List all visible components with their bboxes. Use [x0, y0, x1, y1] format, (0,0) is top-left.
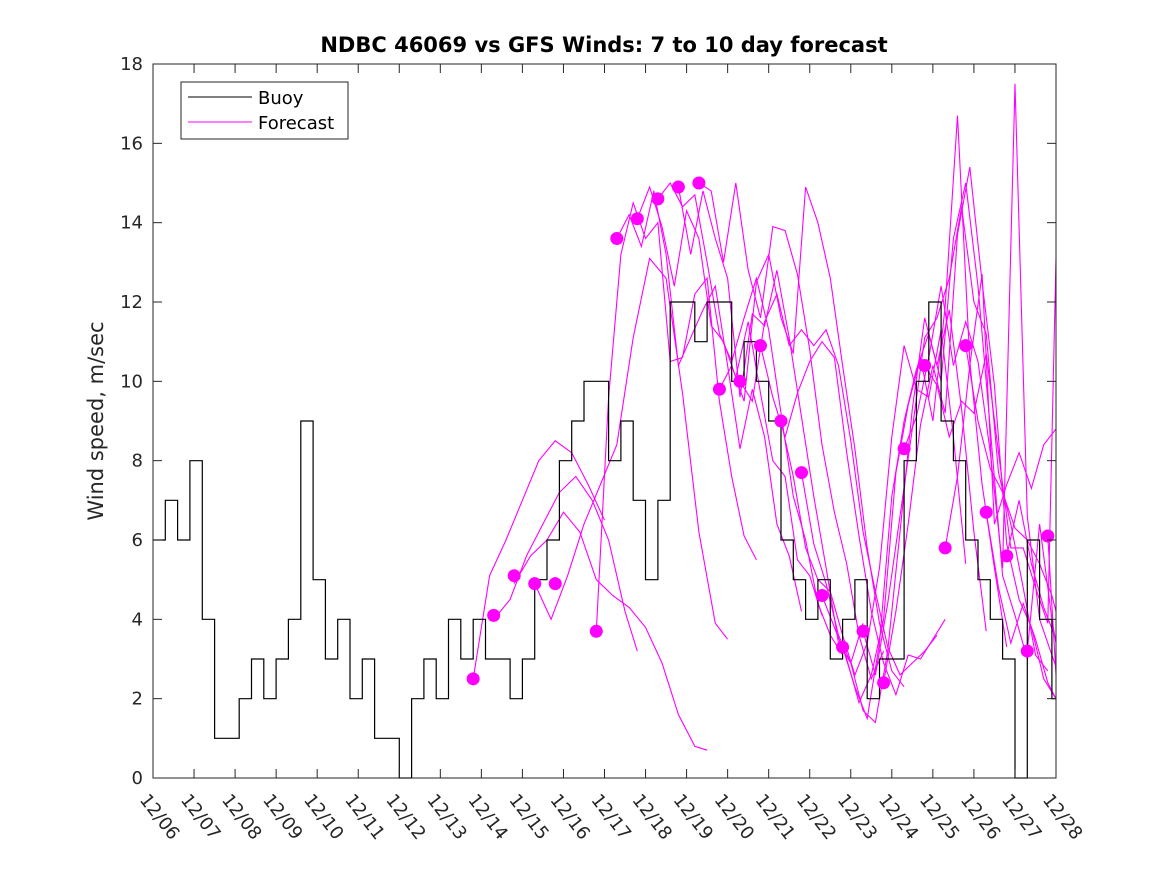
legend-buoy-label: Buoy: [258, 88, 304, 109]
x-tick-label: 12/06: [135, 790, 183, 844]
forecast-marker-19: [856, 624, 870, 638]
chart-title: NDBC 46069 vs GFS Winds: 7 to 10 day for…: [320, 33, 887, 57]
forecast-marker-3: [507, 569, 521, 583]
forecast-marker-21: [897, 442, 911, 456]
y-tick-label: 10: [120, 371, 143, 392]
forecast-marker-24: [959, 339, 973, 353]
x-tick-label: 12/07: [176, 790, 224, 844]
forecast-marker-5: [548, 577, 562, 591]
x-tick-label: 12/10: [299, 790, 347, 844]
forecast-line-17: [842, 182, 1028, 721]
forecast-marker-23: [938, 541, 952, 555]
forecast-marker-2: [487, 608, 501, 622]
x-tick-label: 12/14: [463, 790, 511, 844]
y-tick-label: 0: [132, 768, 143, 789]
x-tick-label: 12/13: [422, 790, 470, 844]
forecast-marker-7: [610, 232, 624, 246]
forecast-line-21: [924, 258, 1057, 624]
forecast-line-1: [472, 440, 605, 679]
x-tick-label: 12/28: [1038, 790, 1086, 844]
x-tick-label: 12/17: [587, 790, 635, 844]
y-tick-label: 4: [132, 609, 143, 630]
forecast-marker-11: [692, 176, 706, 190]
forecast-line-24: [985, 512, 1057, 699]
forecast-line-22: [944, 274, 1057, 548]
y-axis: 0 2 4 6 8 10 12 14 16 18: [120, 54, 1056, 789]
y-tick-label: 2: [132, 689, 143, 710]
x-tick-label: 12/09: [258, 790, 306, 844]
forecast-line-4: [534, 257, 729, 640]
x-tick-label: 12/26: [956, 790, 1004, 844]
x-tick-label: 12/16: [546, 790, 594, 844]
x-tick-label: 12/24: [874, 790, 922, 844]
forecast-marker-26: [1000, 549, 1014, 563]
forecast-line-6: [616, 190, 803, 612]
legend-box: [180, 81, 349, 140]
y-tick-label: 8: [132, 451, 143, 472]
x-tick-label: 12/20: [710, 790, 758, 844]
forecast-marker-22: [918, 358, 932, 372]
forecast-marker-6: [589, 624, 603, 638]
buoy-line: [153, 301, 1056, 779]
y-tick-label: 14: [120, 213, 143, 234]
forecast-line-9: [677, 186, 864, 665]
forecast-marker-16: [795, 466, 809, 480]
forecast-marker-8: [630, 212, 644, 226]
x-tick-label: 12/15: [504, 790, 552, 844]
y-tick-label: 6: [132, 530, 143, 551]
forecast-marker-20: [877, 676, 891, 690]
x-tick-label: 12/22: [792, 790, 840, 844]
forecast-line-27: [1047, 535, 1057, 675]
x-tick-label: 12/27: [997, 790, 1045, 844]
forecast-line-10: [698, 182, 885, 681]
x-tick-label: 12/18: [628, 790, 676, 844]
x-tick-label: 12/19: [669, 790, 717, 844]
forecast-marker-28: [1041, 529, 1055, 543]
forecast-marker-9: [651, 192, 665, 206]
forecast-marker-4: [528, 577, 542, 591]
forecast-line-25: [1006, 500, 1057, 640]
forecast-marker-15: [774, 414, 788, 428]
plot-area: [153, 64, 1056, 778]
legend: Buoy Forecast: [180, 81, 349, 140]
x-tick-label: 12/08: [217, 790, 265, 844]
x-tick-label: 12/11: [340, 790, 388, 844]
forecast-line-20: [903, 83, 1057, 668]
forecast-line-14: [780, 329, 967, 677]
forecast-marker-25: [979, 505, 993, 519]
x-tick-label: 12/25: [915, 790, 963, 844]
x-tick-label: 12/12: [381, 790, 429, 844]
forecast-line-13: [759, 340, 946, 697]
forecast-line-7: [636, 185, 823, 616]
forecast-line-8: [657, 181, 844, 656]
forecast-marker-13: [733, 374, 747, 388]
y-tick-label: 18: [120, 54, 143, 75]
forecast-marker-14: [753, 339, 767, 353]
forecast-marker-27: [1020, 644, 1034, 658]
y-tick-label: 16: [120, 133, 143, 154]
y-axis-label: Wind speed, m/sec: [84, 321, 108, 520]
forecast-marker-17: [815, 589, 829, 603]
forecast-line-18: [862, 206, 1049, 676]
y-tick-label: 12: [120, 292, 143, 313]
forecast-line-5: [595, 200, 757, 632]
x-tick-label: 12/21: [751, 790, 799, 844]
forecast-marker-12: [712, 382, 726, 396]
legend-forecast-label: Forecast: [258, 113, 334, 134]
forecast-marker-10: [671, 180, 685, 194]
forecast-marker-1: [466, 672, 480, 686]
forecast-markers-group: [466, 176, 1055, 690]
x-tick-label: 12/23: [833, 790, 881, 844]
buoy-series-group: [153, 301, 1056, 779]
forecast-marker-18: [836, 640, 850, 654]
forecast-line-12: [739, 292, 938, 676]
